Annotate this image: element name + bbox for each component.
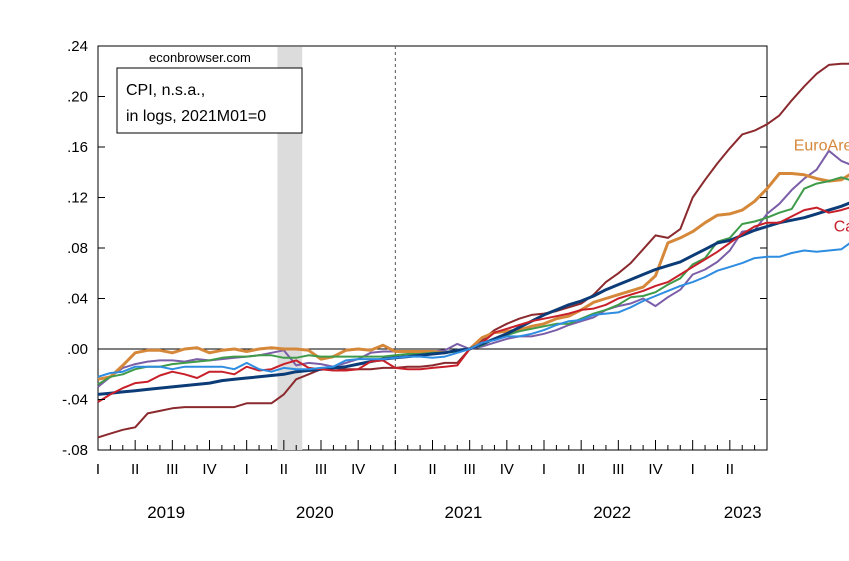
x-tick-label: I: [691, 461, 695, 478]
x-tick-label: I: [245, 461, 249, 478]
x-tick-label: IV: [351, 461, 365, 478]
y-tick-label: .20: [67, 89, 88, 106]
title-box: [116, 67, 303, 134]
series-labels: PolandSwedenEuroAreaUKUSCanadaKorea: [794, 137, 849, 235]
title-line-2: in logs, 2021M01=0: [126, 108, 266, 125]
x-tick-label: III: [166, 461, 179, 478]
x-tick-label: III: [612, 461, 625, 478]
x-tick-label: IV: [202, 461, 216, 478]
y-tick-label: -.08: [62, 442, 88, 459]
x-tick-label: II: [577, 461, 585, 478]
x-tick-label: I: [96, 461, 100, 478]
y-tick-label: .24: [67, 38, 88, 55]
year-label: 2019: [147, 503, 185, 522]
x-tick-label: III: [315, 461, 328, 478]
x-tick-label: II: [131, 461, 139, 478]
series-line-euroarea: [97, 172, 849, 381]
y-tick-label: .00: [67, 341, 88, 358]
y-tick-label: .16: [67, 139, 88, 156]
year-label: 2021: [445, 503, 483, 522]
x-tick-label: II: [280, 461, 288, 478]
source-note: econbrowser.com: [149, 50, 251, 65]
x-tick-label: III: [463, 461, 476, 478]
y-tick-label: .08: [67, 240, 88, 257]
series-label-canada: Canada: [834, 218, 849, 235]
title-line-1: CPI, n.s.a.,: [126, 82, 205, 99]
year-label: 2023: [724, 503, 762, 522]
y-tick-label: -.04: [62, 392, 88, 409]
series-layer: [97, 62, 849, 439]
series-line-korea: [97, 242, 849, 378]
x-tick-label: I: [542, 461, 546, 478]
x-tick-label: I: [393, 461, 397, 478]
x-tick-label: II: [726, 461, 734, 478]
x-tick-label: IV: [500, 461, 514, 478]
x-tick-label: II: [428, 461, 436, 478]
x-tick-label: IV: [648, 461, 662, 478]
year-label: 2020: [296, 503, 334, 522]
year-label: 2022: [593, 503, 631, 522]
y-axis: .24 .20 .16 .12 .08 .04 .00 -.04 -.08: [62, 38, 767, 459]
series-label-euroarea: EuroArea: [794, 137, 849, 154]
y-tick-label: .04: [67, 291, 88, 308]
y-tick-label: .12: [67, 190, 88, 207]
